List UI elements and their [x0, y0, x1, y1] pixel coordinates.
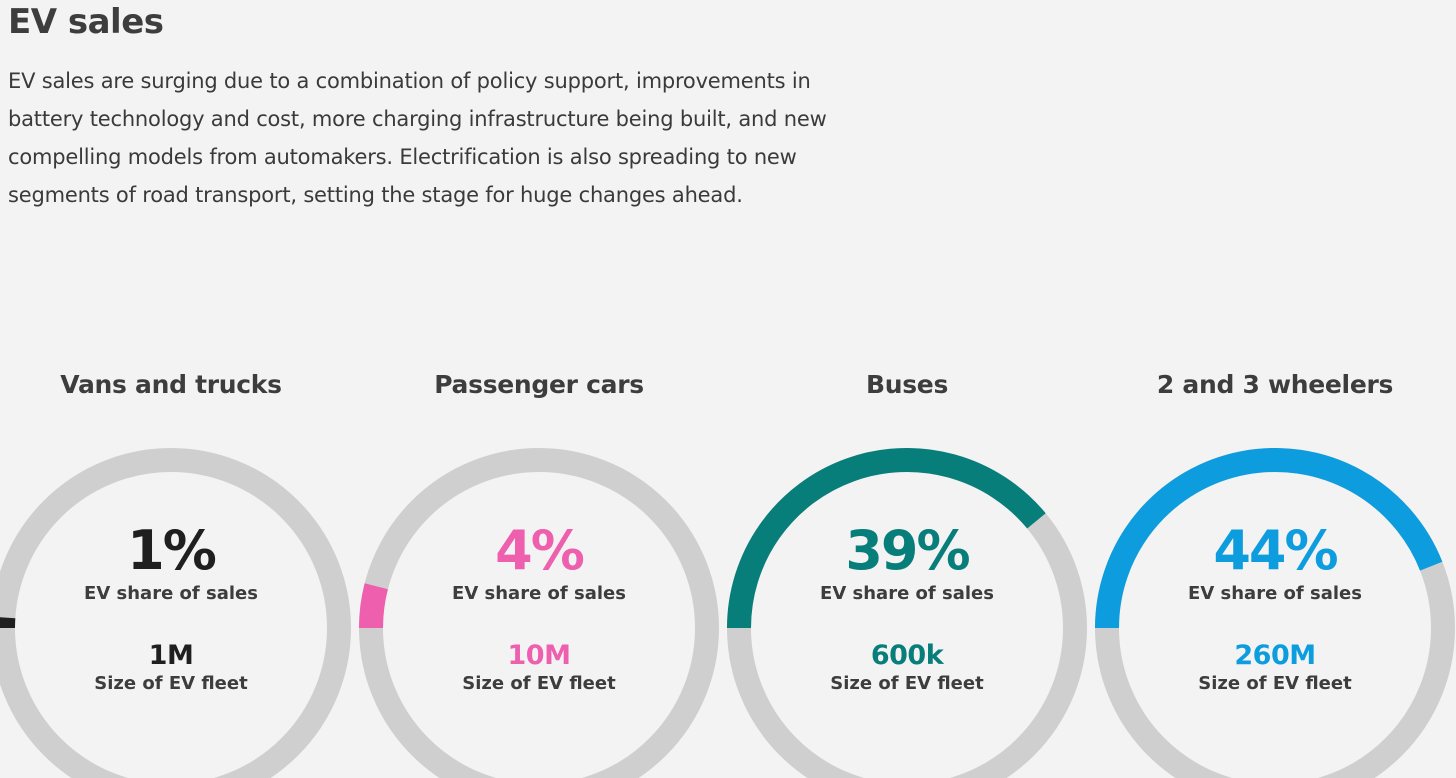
ev-share-label: EV share of sales: [820, 583, 994, 604]
card-passenger-cars: Passenger cars 4% EV share of sales 10M …: [359, 360, 719, 778]
card-vans-and-trucks: Vans and trucks 1% EV share of sales 1M …: [0, 360, 351, 778]
card-2-and-3-wheelers: 2 and 3 wheelers 44% EV share of sales 2…: [1095, 360, 1455, 778]
ev-share-label: EV share of sales: [84, 583, 258, 604]
fleet-size-label: Size of EV fleet: [1198, 673, 1352, 694]
fleet-size-label: Size of EV fleet: [462, 673, 616, 694]
ev-share-value: 44%: [1213, 519, 1338, 582]
share-arc: [1095, 448, 1443, 629]
share-arc: [359, 583, 388, 629]
ev-share-label: EV share of sales: [452, 583, 626, 604]
donut-svg: [727, 448, 1087, 778]
intro-paragraph: EV sales are surging due to a combinatio…: [8, 69, 827, 207]
ring-chart: [359, 448, 719, 778]
ring-chart: [727, 448, 1087, 778]
fleet-size-value: 10M: [507, 640, 571, 671]
ev-share-label: EV share of sales: [1188, 583, 1362, 604]
fleet-size-value: 1M: [148, 640, 194, 671]
card-title: Passenger cars: [434, 370, 644, 399]
fleet-size-label: Size of EV fleet: [94, 673, 248, 694]
ev-share-value: 4%: [495, 519, 585, 582]
ev-share-value: 39%: [845, 519, 970, 582]
donut-svg: [1095, 448, 1455, 778]
fleet-size-value: 600k: [870, 640, 944, 671]
card-title: Buses: [865, 370, 949, 399]
ring-track: [359, 448, 719, 778]
ring-chart: [0, 448, 351, 778]
donut-svg: [0, 448, 351, 778]
fleet-size-label: Size of EV fleet: [830, 673, 984, 694]
page-title: EV sales: [8, 2, 164, 42]
ev-share-value: 1%: [127, 519, 217, 582]
share-arc: [727, 448, 1046, 629]
card-title: 2 and 3 wheelers: [1156, 370, 1394, 399]
donut-svg: [359, 448, 719, 778]
card-buses: Buses 39% EV share of sales 600k Size of…: [727, 360, 1087, 778]
ring-track: [0, 448, 351, 778]
card-title: Vans and trucks: [60, 370, 282, 399]
ring-chart: [1095, 448, 1455, 778]
fleet-size-value: 260M: [1234, 640, 1316, 671]
